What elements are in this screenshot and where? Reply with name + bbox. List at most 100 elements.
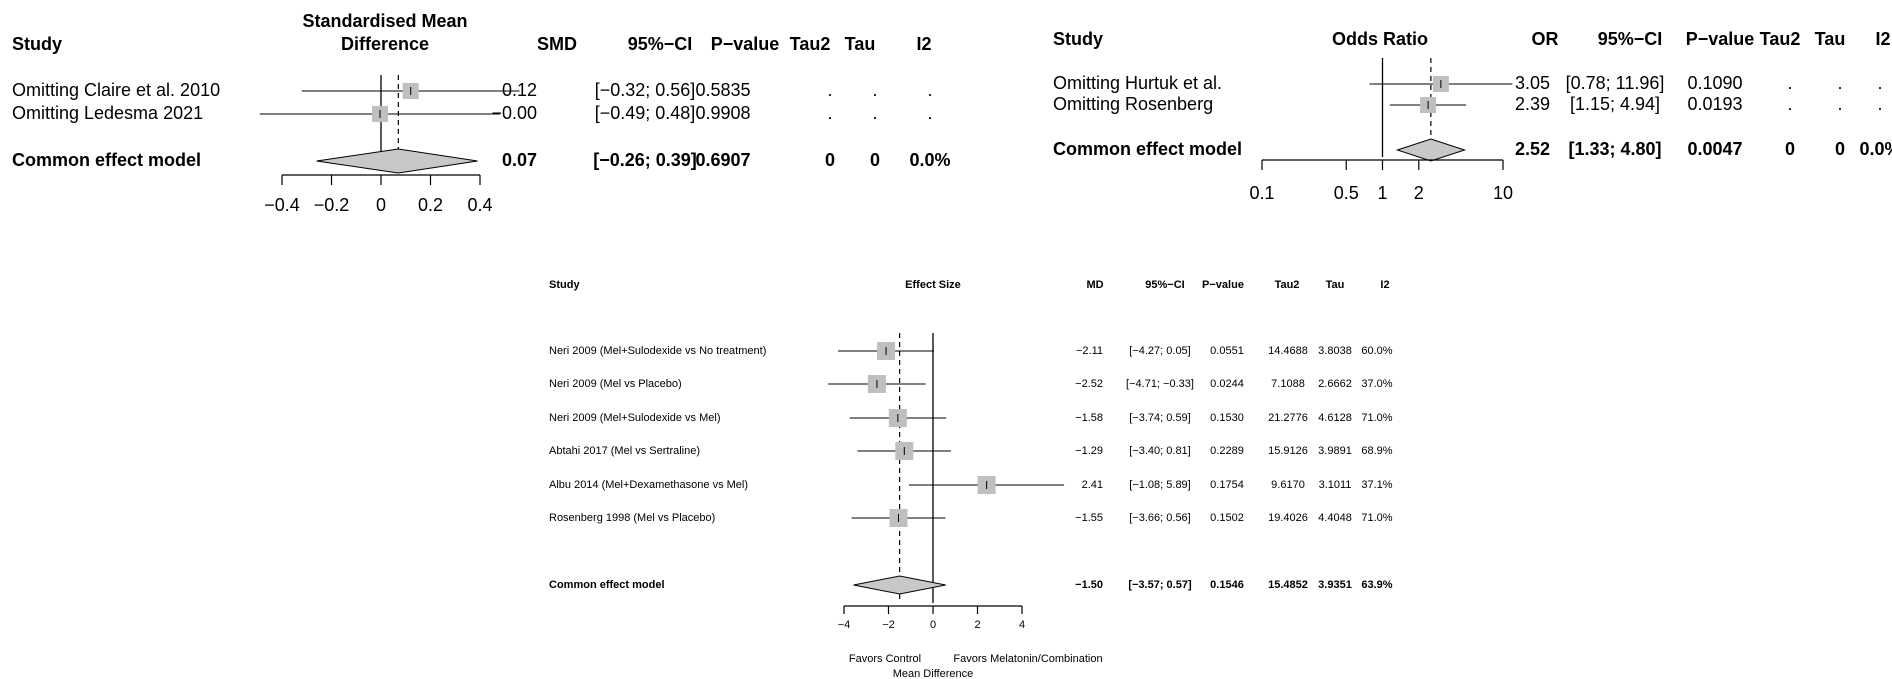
ci-value: [1.15; 4.94] xyxy=(1570,94,1660,114)
header-tau: Tau xyxy=(845,34,876,54)
x-axis-label: Mean Difference xyxy=(893,668,974,679)
study-label: Neri 2009 (Mel+Sulodexide vs No treatmen… xyxy=(549,345,766,357)
summary-p-value: 0.0047 xyxy=(1687,139,1742,159)
tau2-value: 7.1088 xyxy=(1271,378,1305,390)
summary-tau-value: 0 xyxy=(870,150,880,170)
estimate-value: −1.55 xyxy=(1075,512,1103,524)
i2-value: 71.0% xyxy=(1361,412,1392,424)
header-estimate: MD xyxy=(1086,279,1103,291)
header-p-value: P−value xyxy=(1686,29,1755,49)
tau2-value: 14.4688 xyxy=(1268,345,1308,357)
summary-p-value: 0.1546 xyxy=(1210,579,1244,591)
forest-plot-or: Study Odds Ratio OR 95%−CI P−value Tau2 Tau I2 O… xyxy=(1053,29,1892,203)
p-value: 0.1090 xyxy=(1687,73,1742,93)
ci-value: [−0.32; 0.56] xyxy=(595,80,696,100)
study-label: Omitting Rosenberg xyxy=(1053,94,1213,114)
p-value: 0.1754 xyxy=(1210,479,1244,491)
i2-value: 37.0% xyxy=(1361,378,1392,390)
x-tick-label: 0.4 xyxy=(467,195,492,215)
header-i2: I2 xyxy=(1380,279,1389,291)
summary-i2-value: 63.9% xyxy=(1361,579,1392,591)
summary-p-value: 0.6907 xyxy=(695,150,750,170)
tau2-value: . xyxy=(1787,94,1792,114)
header-estimate: OR xyxy=(1532,29,1559,49)
header-effect: Effect Size xyxy=(905,279,961,291)
i2-value: 37.1% xyxy=(1361,479,1392,491)
x-tick-label: −2 xyxy=(882,619,895,631)
estimate-value: 0.12 xyxy=(502,80,537,100)
ci-value: [−3.66; 0.56] xyxy=(1129,512,1190,524)
tau2-value: . xyxy=(827,103,832,123)
i2-value: 71.0% xyxy=(1361,512,1392,524)
ci-value: [−1.08; 5.89] xyxy=(1129,479,1190,491)
p-value: 0.1502 xyxy=(1210,512,1244,524)
estimate-value: 2.39 xyxy=(1515,94,1550,114)
favors-control-label: Favors Control xyxy=(849,653,921,665)
summary-estimate-value: 0.07 xyxy=(502,150,537,170)
header-i2: I2 xyxy=(916,34,931,54)
p-value: 0.1530 xyxy=(1210,412,1244,424)
x-tick-label: 0.1 xyxy=(1249,183,1274,203)
study-label: Neri 2009 (Mel+Sulodexide vs Mel) xyxy=(549,412,721,424)
tau2-value: . xyxy=(1787,73,1792,93)
study-label: Omitting Hurtuk et al. xyxy=(1053,73,1222,93)
estimate-value: 2.41 xyxy=(1082,479,1103,491)
p-value: 0.0244 xyxy=(1210,378,1244,390)
summary-ci-value: [−3.57; 0.57] xyxy=(1128,579,1192,591)
i2-value: . xyxy=(1877,73,1882,93)
summary-tau2-value: 0 xyxy=(1785,139,1795,159)
header-effect-line2: Difference xyxy=(341,34,429,54)
favors-treatment-label: Favors Melatonin/Combination xyxy=(953,653,1102,665)
summary-tau-value: 0 xyxy=(1835,139,1845,159)
x-tick-label: 4 xyxy=(1019,619,1025,631)
estimate-value: 3.05 xyxy=(1515,73,1550,93)
tau-value: 3.9891 xyxy=(1318,445,1352,457)
tau-value: 3.1011 xyxy=(1319,479,1352,491)
forest-plot-md: Study Effect Size MD 95%−CI P−value Tau2 Tau I2… xyxy=(549,279,1393,679)
header-study: Study xyxy=(1053,29,1103,49)
ci-value: [−3.40; 0.81] xyxy=(1129,445,1190,457)
i2-value: . xyxy=(927,80,932,100)
summary-ci-value: [−0.26; 0.39] xyxy=(593,150,697,170)
summary-diamond xyxy=(853,575,946,595)
header-ci: 95%−CI xyxy=(1598,29,1663,49)
summary-label: Common effect model xyxy=(549,579,665,591)
estimate-value: −1.29 xyxy=(1075,445,1103,457)
header-tau: Tau xyxy=(1326,279,1345,291)
header-study: Study xyxy=(12,34,62,54)
ci-value: [−0.49; 0.48] xyxy=(595,103,696,123)
ci-value: [0.78; 11.96] xyxy=(1566,73,1665,93)
estimate-value: −2.52 xyxy=(1075,378,1103,390)
x-tick-label: 0.5 xyxy=(1334,183,1359,203)
summary-tau2-value: 0 xyxy=(825,150,835,170)
p-value: 0.9908 xyxy=(695,103,750,123)
i2-value: . xyxy=(1877,94,1882,114)
summary-tau-value: 3.9351 xyxy=(1318,579,1352,591)
tau2-value: . xyxy=(827,80,832,100)
ci-value: [−4.71; −0.33] xyxy=(1126,378,1194,390)
estimate-value: −0.00 xyxy=(491,103,537,123)
header-study: Study xyxy=(549,279,580,291)
summary-label: Common effect model xyxy=(12,150,201,170)
summary-diamond xyxy=(1395,138,1467,162)
i2-value: . xyxy=(927,103,932,123)
tau2-value: 9.6170 xyxy=(1271,479,1305,491)
x-tick-label: 10 xyxy=(1493,183,1513,203)
tau-value: 3.8038 xyxy=(1318,345,1352,357)
tau-value: 4.4048 xyxy=(1318,512,1352,524)
header-i2: I2 xyxy=(1875,29,1890,49)
tau-value: 2.6662 xyxy=(1318,378,1352,390)
p-value: 0.5835 xyxy=(695,80,750,100)
header-tau: Tau xyxy=(1815,29,1846,49)
tau-value: . xyxy=(872,103,877,123)
tau-value: 4.6128 xyxy=(1318,412,1352,424)
x-tick-label: 0.2 xyxy=(418,195,443,215)
summary-i2-value: 0.0% xyxy=(1859,139,1892,159)
x-tick-label: 0 xyxy=(376,195,386,215)
study-label: Omitting Ledesma 2021 xyxy=(12,103,203,123)
summary-label: Common effect model xyxy=(1053,139,1242,159)
tau-value: . xyxy=(1837,94,1842,114)
header-ci: 95%−CI xyxy=(628,34,693,54)
estimate-value: −1.58 xyxy=(1075,412,1103,424)
